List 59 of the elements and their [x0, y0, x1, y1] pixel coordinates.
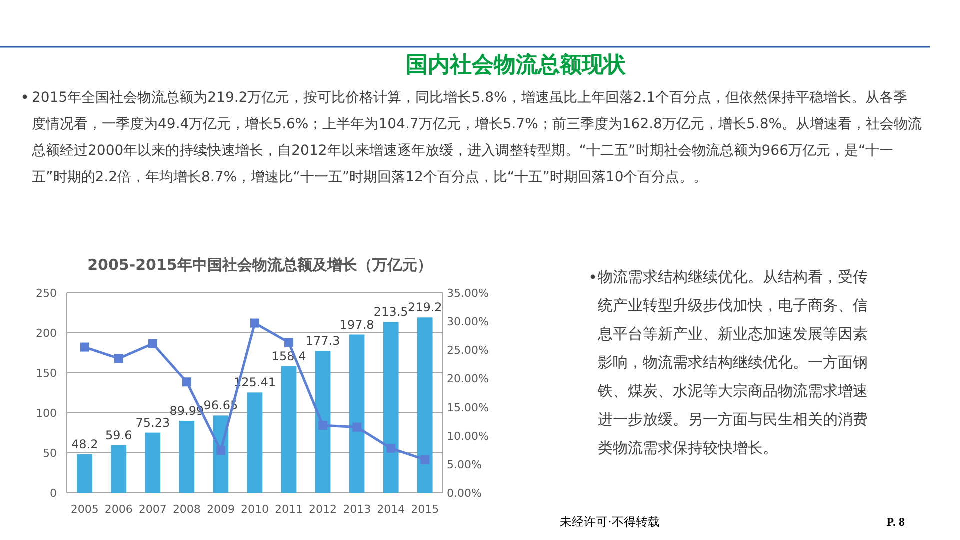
- chart-title: 2005-2015年中国社会物流总额及增长（万亿元）: [88, 256, 432, 274]
- y-tick-label: 150: [36, 367, 57, 380]
- y2-tick-label: 15.00%: [447, 401, 489, 414]
- x-tick-label: 2010: [241, 503, 269, 516]
- bar: [179, 421, 195, 493]
- y2-tick-label: 25.00%: [447, 344, 489, 358]
- text: 未经许可·不得转载: [560, 515, 660, 529]
- data-label: 219.2: [408, 300, 442, 315]
- y2-tick-label: 30.00%: [447, 316, 489, 329]
- data-label: 75.23: [136, 416, 170, 430]
- x-tick-label: 2005: [70, 503, 99, 516]
- text: 物流需求结构继续优化。从结构看，受传统产业转型升级步伐加快，电子商务、信息平台等新产业、新业态加速发展等因素影响，物流需求结构继续优化。一方面钢铁、煤炭、水泥等大宗商品物流需求增速进一步放缓。另一方面与民生相关的消费类物流需求保持较快增长。: [597, 268, 868, 457]
- y2-tick-label: 35.00%: [447, 287, 489, 300]
- point: [216, 446, 226, 456]
- bar: [77, 454, 93, 493]
- point: [318, 421, 328, 430]
- data-label: 59.6: [106, 428, 132, 442]
- x-tick-label: 2015: [411, 503, 440, 516]
- data-label: 177.3: [306, 334, 340, 348]
- text: 国内社会物流总额现状: [406, 52, 627, 78]
- bar: [145, 432, 161, 493]
- point: [250, 318, 260, 328]
- data-label: 48.2: [72, 437, 98, 452]
- y2-tick-label: 10.00%: [447, 430, 489, 443]
- point: [182, 378, 192, 387]
- y-tick-label: 0: [50, 487, 57, 500]
- y-tick-label: 250: [36, 287, 57, 300]
- y-tick-label: 200: [36, 327, 57, 340]
- x-tick-label: 2013: [343, 503, 372, 516]
- text: 2015年全国社会物流总额为219.2万亿元，按可比价格计算，同比增长5.8%，增速虽比上年回落2.1个百分点，但依然保持平稳增长。从各季度情况看，一季度为49.4万亿元，增长5.6%；上半年为104.7万亿元，增长5.7%；前三季度为162.8万亿元，增长5.8%。从增速看，社会物流总额经过2000年以来的持续快速增长，自2012年以来增速逐年放缓，进入调整转型期。“十二五”时期社会物流总额为966万亿元，是“十一五”时期的2.2倍，年均增长8.7%，增速比“十一五”时期回落12个百分点，比“十五”时期回落10个百分点。。: [31, 90, 922, 186]
- point: [114, 354, 124, 364]
- point: [148, 339, 158, 348]
- point: [284, 338, 294, 348]
- point: [80, 342, 90, 352]
- text: P. 8: [886, 515, 905, 529]
- data-label: 213.5: [374, 305, 408, 320]
- x-tick-label: 2006: [104, 503, 133, 516]
- bar: [247, 392, 263, 493]
- bar: [349, 334, 365, 493]
- bar: [383, 322, 399, 493]
- y2-tick-label: 5.00%: [447, 458, 482, 472]
- point: [420, 455, 430, 464]
- point: [386, 444, 396, 453]
- x-tick-label: 2009: [206, 503, 235, 516]
- bar: [417, 318, 433, 493]
- data-label: 197.8: [340, 318, 374, 332]
- y-tick-label: 100: [36, 407, 57, 420]
- y2-tick-label: 0.00%: [447, 487, 482, 500]
- bar: [111, 445, 127, 493]
- x-tick-label: 2011: [275, 503, 304, 516]
- point: [352, 422, 362, 432]
- bar: [281, 366, 297, 493]
- bar: [315, 351, 331, 493]
- y2-tick-label: 20.00%: [447, 372, 489, 386]
- x-tick-label: 2008: [172, 503, 201, 516]
- x-tick-label: 2014: [377, 503, 406, 516]
- x-tick-label: 2012: [309, 503, 338, 516]
- x-tick-label: 2007: [138, 503, 167, 516]
- y-tick-label: 50: [43, 447, 57, 460]
